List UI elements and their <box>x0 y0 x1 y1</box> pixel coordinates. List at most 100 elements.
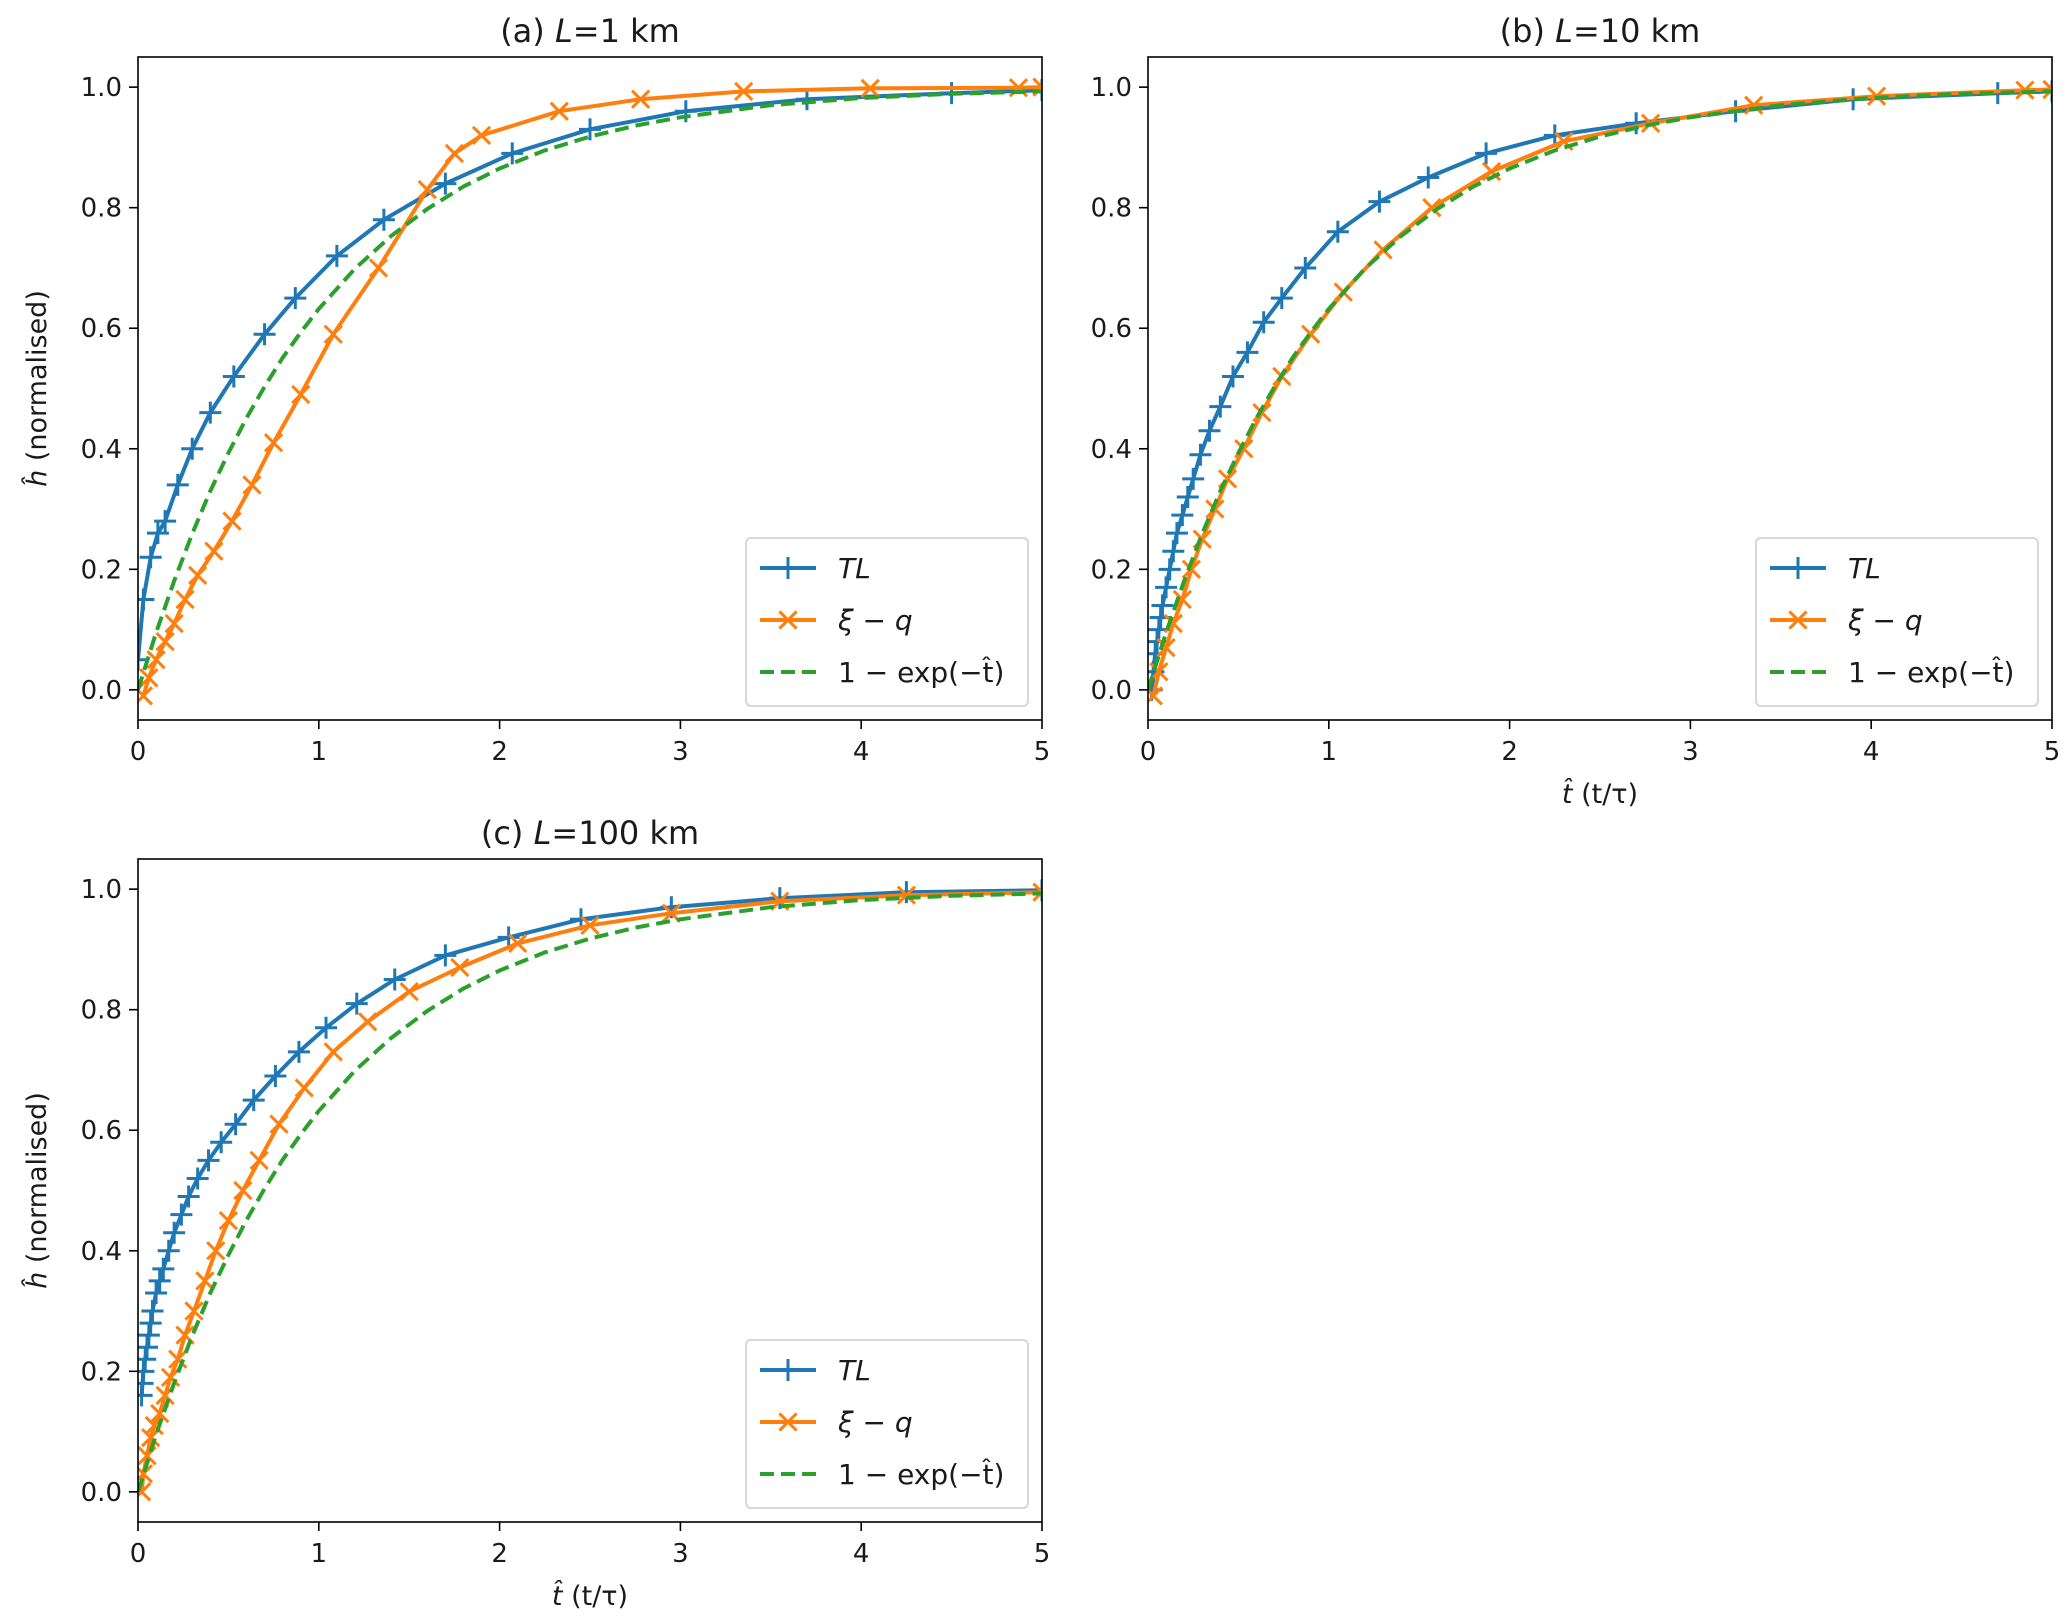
y-tick-label: 0.4 <box>81 1237 122 1267</box>
data-point <box>141 1300 164 1323</box>
data-point <box>138 1464 154 1484</box>
data-point <box>1148 686 1164 706</box>
x-axis-label: t̂ (t/τ) <box>1562 778 1638 810</box>
data-point <box>1744 95 1764 115</box>
data-point <box>383 968 406 991</box>
data-point <box>1294 256 1317 279</box>
data-point <box>188 565 208 585</box>
y-tick-label: 0.2 <box>1091 555 1132 585</box>
data-point <box>471 125 492 145</box>
legend-label-TL: TL <box>838 552 871 585</box>
x-tick-label: 3 <box>672 1539 689 1569</box>
x-tick-label: 3 <box>1682 737 1699 767</box>
data-point <box>139 668 159 688</box>
data-point <box>497 926 520 949</box>
data-point <box>160 1367 181 1387</box>
data-point <box>579 118 601 141</box>
data-point <box>166 473 189 496</box>
data-point <box>164 613 184 634</box>
legend-label-xi-q: ξ − q <box>837 1406 913 1439</box>
data-point <box>184 1301 204 1321</box>
data-point <box>1368 190 1391 213</box>
y-tick-label: 0.8 <box>81 194 122 224</box>
legend-label-xi-q: ξ − q <box>1847 604 1923 637</box>
data-point <box>204 541 224 561</box>
legend: TL ξ − q 1 − exp(−t̂) <box>745 1339 1029 1509</box>
data-point <box>163 1221 186 1244</box>
data-point <box>2042 79 2052 100</box>
data-point <box>450 957 470 978</box>
data-point <box>199 401 222 424</box>
data-point <box>175 589 195 610</box>
data-point <box>325 244 348 267</box>
legend-label-TL: TL <box>838 1354 871 1387</box>
data-point <box>399 981 419 1002</box>
axes-frame <box>1147 56 2053 721</box>
data-point <box>154 510 177 533</box>
data-point <box>345 992 368 1015</box>
data-point <box>630 89 651 109</box>
x-tick-label: 1 <box>311 737 328 767</box>
y-axis-label: ĥ (normalised) <box>21 290 53 487</box>
data-point <box>357 1012 378 1032</box>
y-tick-label: 0.2 <box>81 555 122 585</box>
data-point <box>1171 504 1194 527</box>
data-point <box>148 1269 171 1292</box>
panel-title: (b) L=10 km <box>1500 12 1701 50</box>
data-point <box>138 588 155 611</box>
x-tick-label: 2 <box>1501 737 1518 767</box>
y-tick-label: 0.0 <box>81 1478 122 1508</box>
legend-marker <box>777 557 799 579</box>
data-point <box>1162 540 1185 563</box>
x-tick-label: 5 <box>1034 1539 1051 1569</box>
y-tick-label: 1.0 <box>81 875 122 905</box>
legend-marker <box>778 610 798 630</box>
series-xi-q <box>138 77 1042 706</box>
x-tick-label: 0 <box>130 737 147 767</box>
data-point <box>197 1149 220 1172</box>
data-point <box>242 475 262 495</box>
x-tick-label: 5 <box>2044 737 2061 767</box>
data-point <box>233 1180 253 1201</box>
data-point <box>434 944 457 967</box>
legend-marker <box>777 1359 799 1381</box>
y-tick-label: 0.8 <box>81 996 122 1026</box>
data-point <box>1182 467 1205 490</box>
data-point <box>264 1064 287 1087</box>
data-point <box>138 1482 152 1502</box>
data-point <box>168 1349 188 1369</box>
data-point <box>222 511 242 531</box>
data-point <box>1417 166 1440 189</box>
data-point <box>501 142 524 165</box>
data-point <box>294 1078 314 1098</box>
data-point <box>145 1281 168 1304</box>
panel-b: 0 1 2 3 4 5 0.0 0.2 0.4 0.6 0.8 1.0 (b) L=10 km t̂ (t… <box>1091 12 2061 810</box>
data-point <box>1221 365 1244 388</box>
data-point <box>224 1113 247 1136</box>
y-tick-label: 0.0 <box>1091 676 1132 706</box>
legend-marker <box>1788 610 1808 630</box>
data-point <box>206 1241 226 1261</box>
x-axis-label: t̂ (t/τ) <box>552 1580 628 1612</box>
data-point <box>1032 882 1042 902</box>
x-tick-label: 4 <box>853 1539 870 1569</box>
data-point <box>896 885 917 905</box>
data-point <box>860 78 880 98</box>
x-tick-label: 5 <box>1034 737 1051 767</box>
data-point <box>139 546 162 569</box>
legend-label-exp: 1 − exp(−t̂) <box>838 1458 1004 1491</box>
data-point <box>368 258 389 278</box>
data-point <box>795 88 818 111</box>
y-tick-label: 0.6 <box>81 314 122 344</box>
data-point <box>138 1348 157 1371</box>
data-point <box>222 365 245 388</box>
legend-label-xi-q: ξ − q <box>837 604 913 637</box>
y-tick-label: 1.0 <box>1091 73 1132 103</box>
data-point <box>1422 198 1442 218</box>
y-axis-label: ĥ (normalised) <box>21 1092 53 1289</box>
y-tick-label: 0.2 <box>81 1357 122 1387</box>
data-point <box>157 1239 180 1262</box>
x-tick-label: 2 <box>491 737 508 767</box>
data-point <box>186 1167 209 1190</box>
